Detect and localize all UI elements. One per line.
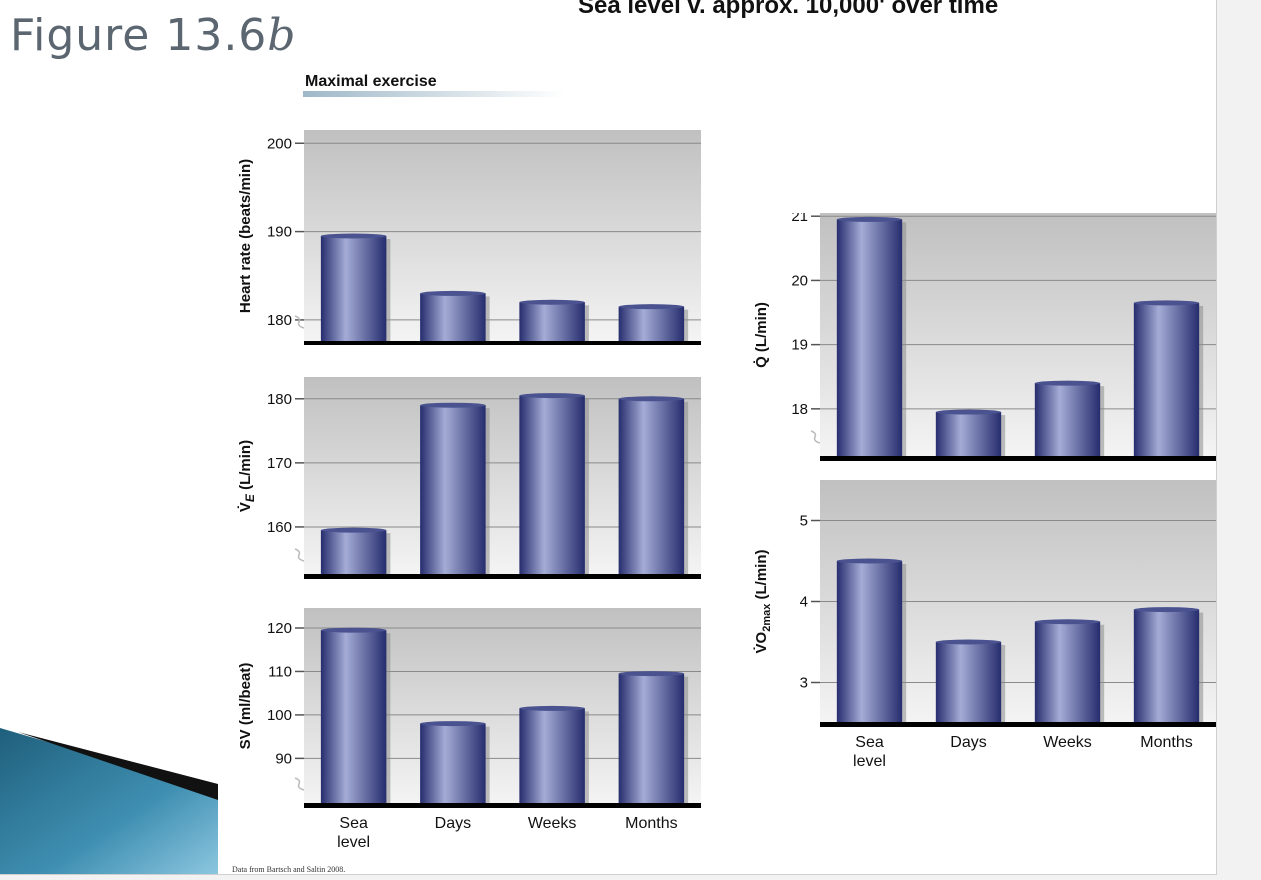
bar-sea-level — [320, 527, 391, 575]
x-tick-label: Sea — [339, 815, 368, 832]
bar-sea-level — [836, 558, 907, 723]
decor-triangle — [0, 728, 218, 874]
chart-vo2max: 3 4 5 Sea level Days Weeks Months V̇O2max (L/min… — [753, 480, 1216, 770]
x-tick-label: Weeks — [1043, 734, 1092, 751]
bar-months — [1133, 607, 1204, 723]
y-tick-label: 4 — [800, 594, 808, 611]
x-axis-baseline — [820, 456, 1216, 461]
bar-months — [1133, 300, 1204, 457]
y-axis-label: SV (ml/beat) — [237, 663, 254, 750]
slide-subtitle: Sea level v. approx. 10,000' over time — [578, 0, 999, 19]
y-tick-label: 120 — [267, 620, 292, 637]
bar-weeks — [1034, 380, 1105, 457]
chart-heart-rate: 180 190 200 Heart rate (beats/min) — [237, 130, 701, 345]
slide-title: Figure 13.6b — [10, 10, 296, 61]
x-tick-label: Weeks — [528, 815, 577, 832]
axis-break-mark — [294, 315, 305, 329]
x-tick-label: Months — [1140, 734, 1192, 751]
y-axis-label: Heart rate (beats/min) — [237, 159, 254, 313]
y-tick-label: 180 — [267, 391, 292, 408]
x-axis-baseline — [304, 574, 701, 579]
bar-months — [618, 304, 689, 342]
bar-months — [618, 396, 689, 575]
bar-sea-level — [836, 216, 907, 457]
y-tick-label: 110 — [268, 663, 292, 680]
chart-cardiac-output: 18 19 20 21 Q̇ (L/min) — [753, 213, 1216, 461]
section-underline — [303, 91, 565, 97]
axis-break-mark — [810, 430, 821, 444]
x-tick-label: level — [853, 753, 886, 770]
bar-sea-level — [320, 233, 391, 342]
slide-decoration — [0, 728, 218, 874]
bar-sea-level — [320, 627, 391, 804]
bar-weeks — [519, 393, 589, 575]
bar-days — [935, 639, 1006, 723]
bar-weeks — [519, 705, 589, 804]
y-axis-label: V̇E (L/min) — [237, 440, 257, 512]
y-tick-label: 20 — [791, 272, 808, 289]
bar-weeks — [519, 299, 589, 342]
decor-swoosh — [18, 732, 218, 800]
x-tick-label: Sea — [855, 734, 884, 751]
x-axis-baseline — [820, 722, 1216, 727]
y-tick-label: 21 — [791, 213, 808, 225]
slide-title-suffix: b — [267, 10, 297, 61]
y-tick-label: 3 — [800, 675, 808, 692]
slide: Figure 13.6b Sea level v. approx. 10,000… — [0, 0, 1217, 875]
y-tick-label: 200 — [267, 135, 292, 152]
bar-weeks — [1034, 619, 1105, 723]
chart-ventilation: 160 170 180 V̇E (L/min) — [237, 377, 701, 579]
bar-days — [420, 402, 490, 575]
bar-days — [420, 290, 490, 342]
x-tick-label: Months — [625, 815, 677, 832]
section-label: Maximal exercise — [305, 73, 437, 90]
y-axis-label: V̇O2max (L/min) — [753, 550, 773, 654]
x-axis-baseline — [304, 341, 701, 345]
y-tick-label: 19 — [791, 337, 808, 354]
bar-days — [935, 409, 1006, 457]
y-axis-label: Q̇ (L/min) — [753, 302, 770, 368]
y-tick-label: 160 — [267, 519, 292, 536]
x-tick-label: Days — [950, 734, 986, 751]
axis-break-mark — [294, 548, 305, 562]
y-tick-label: 18 — [791, 401, 808, 418]
bar-months — [618, 671, 689, 804]
y-tick-label: 90 — [275, 750, 292, 767]
x-axis-baseline — [304, 803, 701, 808]
y-tick-label: 190 — [267, 224, 292, 241]
y-tick-label: 170 — [267, 455, 292, 472]
chart-stroke-volume: 90 100 110 120 Sea level Days Weeks Months SV (ml… — [237, 608, 701, 851]
y-tick-label: 180 — [267, 312, 292, 329]
source-note: Data from Bartsch and Saltin 2008. — [232, 865, 346, 874]
x-tick-label: Days — [435, 815, 471, 832]
y-tick-label: 5 — [800, 513, 808, 530]
slide-title-number: Figure 13.6 — [10, 10, 268, 61]
bar-days — [420, 721, 490, 804]
x-tick-label: level — [337, 834, 370, 851]
y-tick-label: 100 — [267, 707, 292, 724]
axis-break-mark — [294, 777, 305, 791]
